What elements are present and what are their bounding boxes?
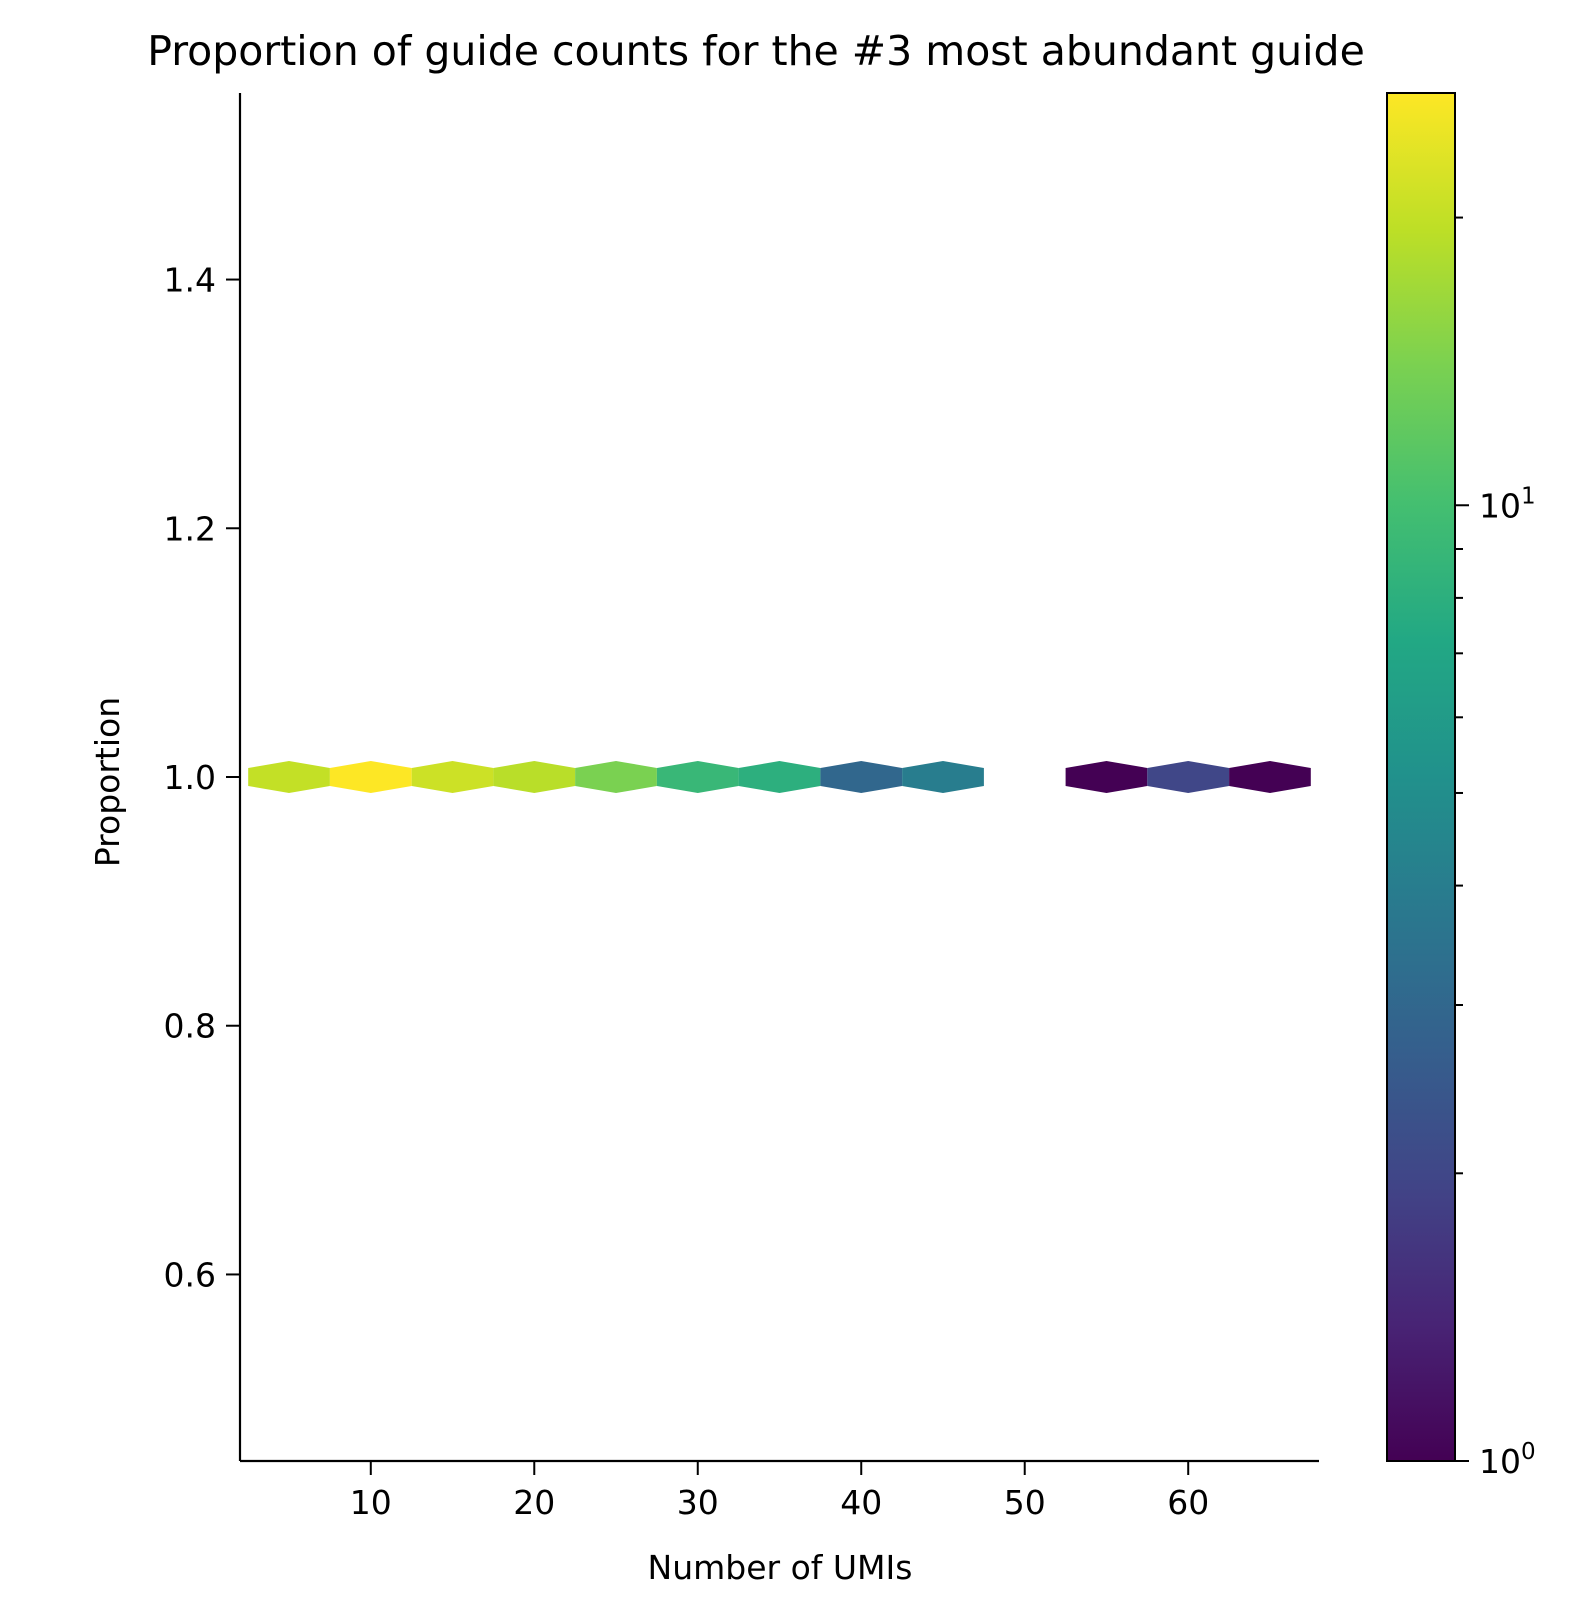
hexbin-cell [575,761,657,793]
x-tick-label: 30 [677,1483,719,1522]
x-tick-label: 10 [350,1483,392,1522]
colorbar-ticks: 100 101 [1455,216,1536,1481]
x-ticks: 10 20 30 40 50 60 [350,1461,1209,1522]
hexbin-cell [820,761,903,793]
hexbin-cell [902,761,984,793]
x-tick-label: 40 [840,1483,882,1522]
y-ticks: 0.6 0.8 1.0 1.2 1.4 [164,261,240,1294]
y-tick-label: 1.4 [164,261,216,300]
hexbin-cell [656,761,739,793]
hexbin-cell [1147,761,1230,793]
y-axis-label: Proportion [88,697,127,867]
colorbar-tick-label: 101 [1479,483,1536,525]
hexbin-cell [738,761,821,793]
hexbin-cell [1065,761,1148,793]
x-tick-label: 20 [513,1483,555,1522]
colorbar: 100 101 [1386,92,1536,1481]
hexbin-cell [493,761,576,793]
y-tick-label: 1.0 [164,758,216,797]
hexbin-cell [411,761,494,793]
hexbin-cell [1229,761,1311,793]
y-tick-label: 0.6 [164,1255,216,1294]
colorbar-gradient [1386,92,1456,1462]
y-tick-label: 1.2 [164,509,216,548]
x-tick-label: 60 [1167,1483,1209,1522]
chart-title: Proportion of guide counts for the #3 mo… [147,27,1365,75]
hexbin-cell [248,761,330,793]
hexbin-cell [329,761,412,793]
x-axis-label: Number of UMIs [648,1548,913,1587]
colorbar-tick-label: 100 [1479,1439,1536,1481]
x-tick-label: 50 [1004,1483,1046,1522]
y-tick-label: 0.8 [164,1007,216,1046]
hexbin-cells [248,761,1311,793]
